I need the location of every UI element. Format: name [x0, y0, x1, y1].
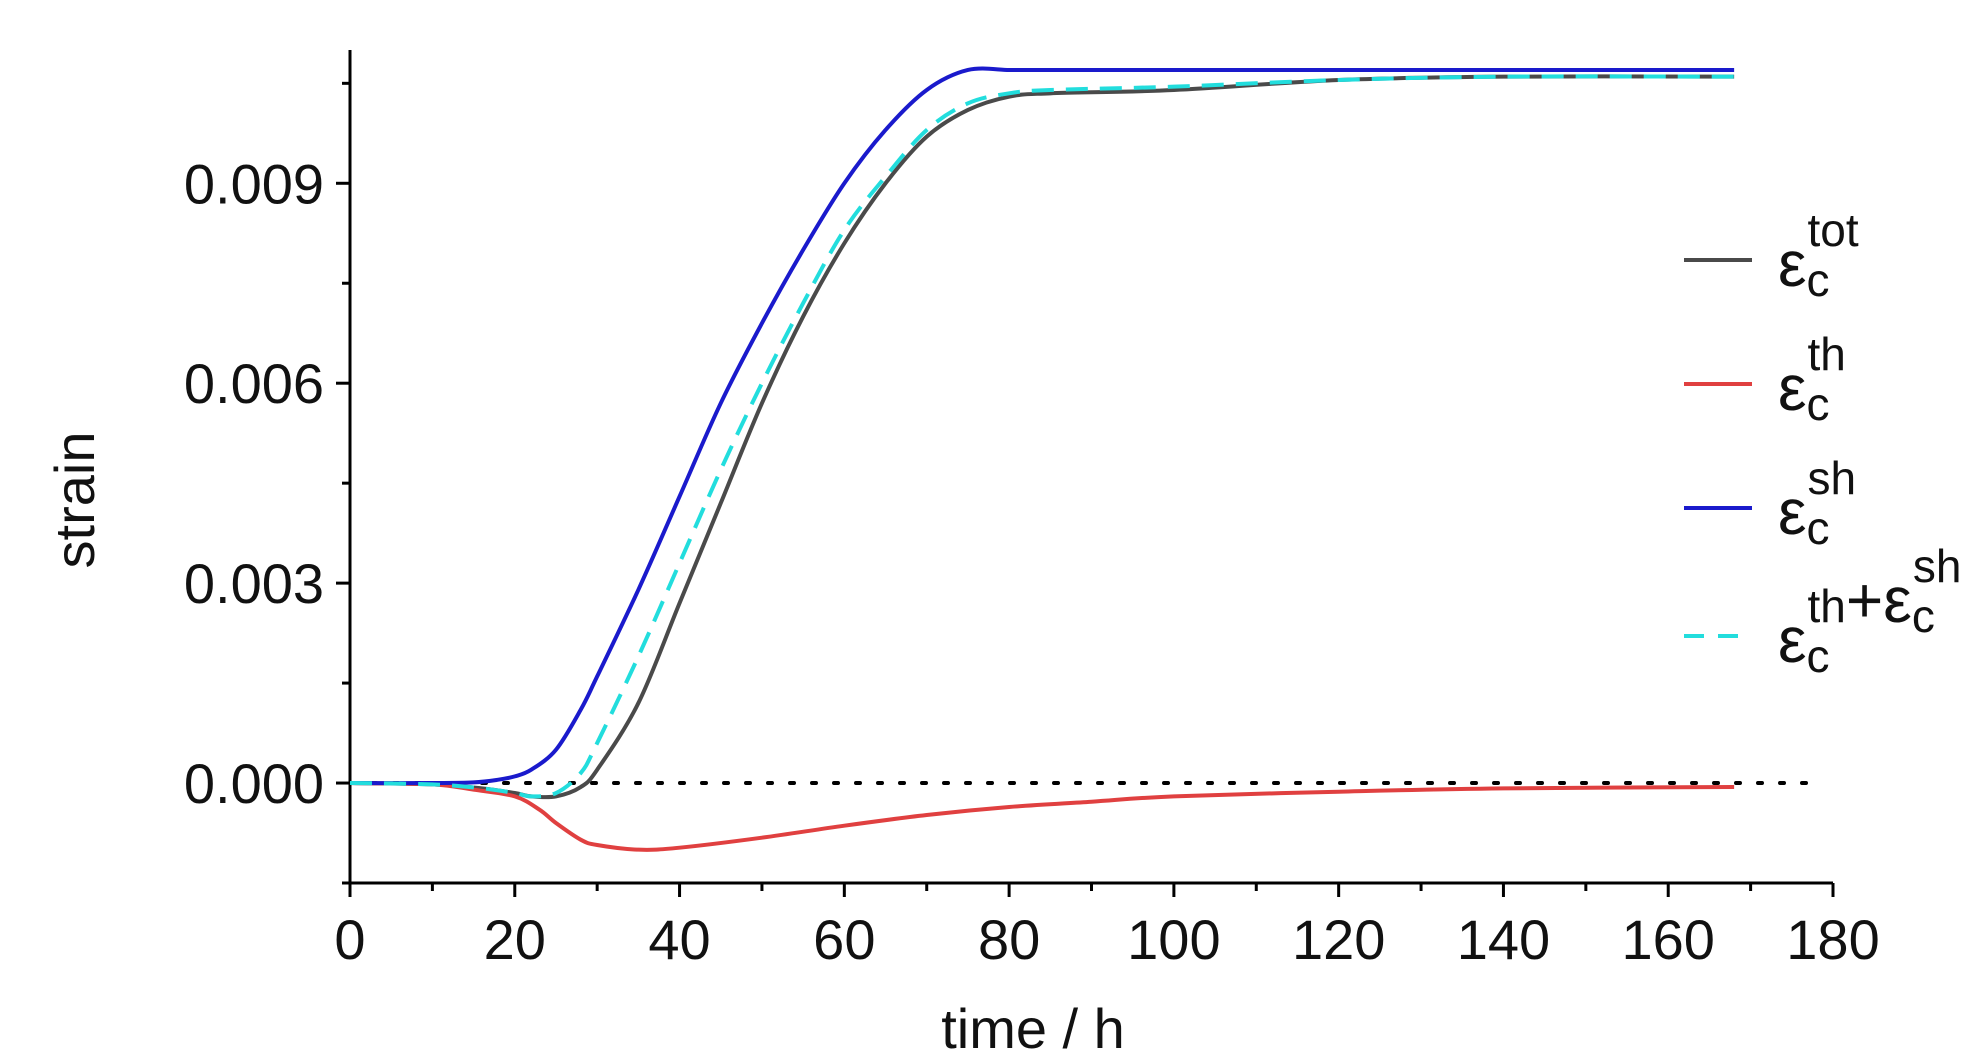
x-tick-label: 40: [648, 908, 710, 971]
series-line-thermal-plus-shrinkage: [349, 74, 1735, 799]
x-tick-label: 80: [978, 908, 1040, 971]
x-tick-label: 160: [1622, 908, 1715, 971]
x-tick-label: 0: [334, 908, 365, 971]
x-tick-label: 120: [1292, 908, 1385, 971]
series-line-total-strain: [349, 74, 1735, 800]
y-tick-label: 0.006: [184, 352, 324, 415]
x-tick-label: 100: [1127, 908, 1220, 971]
x-tick-label: 180: [1786, 908, 1879, 971]
y-tick-label: 0.000: [184, 752, 324, 815]
x-tick-label: 20: [484, 908, 546, 971]
y-axis-title: strain: [43, 432, 106, 569]
series-line-shrinkage-strain: [349, 66, 1735, 786]
series-line-thermal-strain: [349, 781, 1735, 852]
x-axis-title: time / h: [941, 997, 1125, 1060]
axes: [348, 50, 1833, 885]
x-tick-label: 60: [813, 908, 875, 971]
y-tick-label: 0.009: [184, 152, 324, 215]
legend-label-thermal-plus-shrinkage: εcth+εcsh: [1778, 540, 1961, 682]
ticks: 0 20 40 60 80 100 120 140 160 180 0.000 0.003 0.006 0…: [184, 81, 1880, 971]
legend-label-thermal-strain: εcth: [1778, 328, 1846, 430]
y-tick-label: 0.003: [184, 552, 324, 615]
x-tick-label: 140: [1457, 908, 1550, 971]
legend-label-total-strain: εctot: [1778, 204, 1859, 306]
series-lines: [349, 66, 1735, 852]
legend-label-shrinkage-strain: εcsh: [1778, 452, 1856, 554]
